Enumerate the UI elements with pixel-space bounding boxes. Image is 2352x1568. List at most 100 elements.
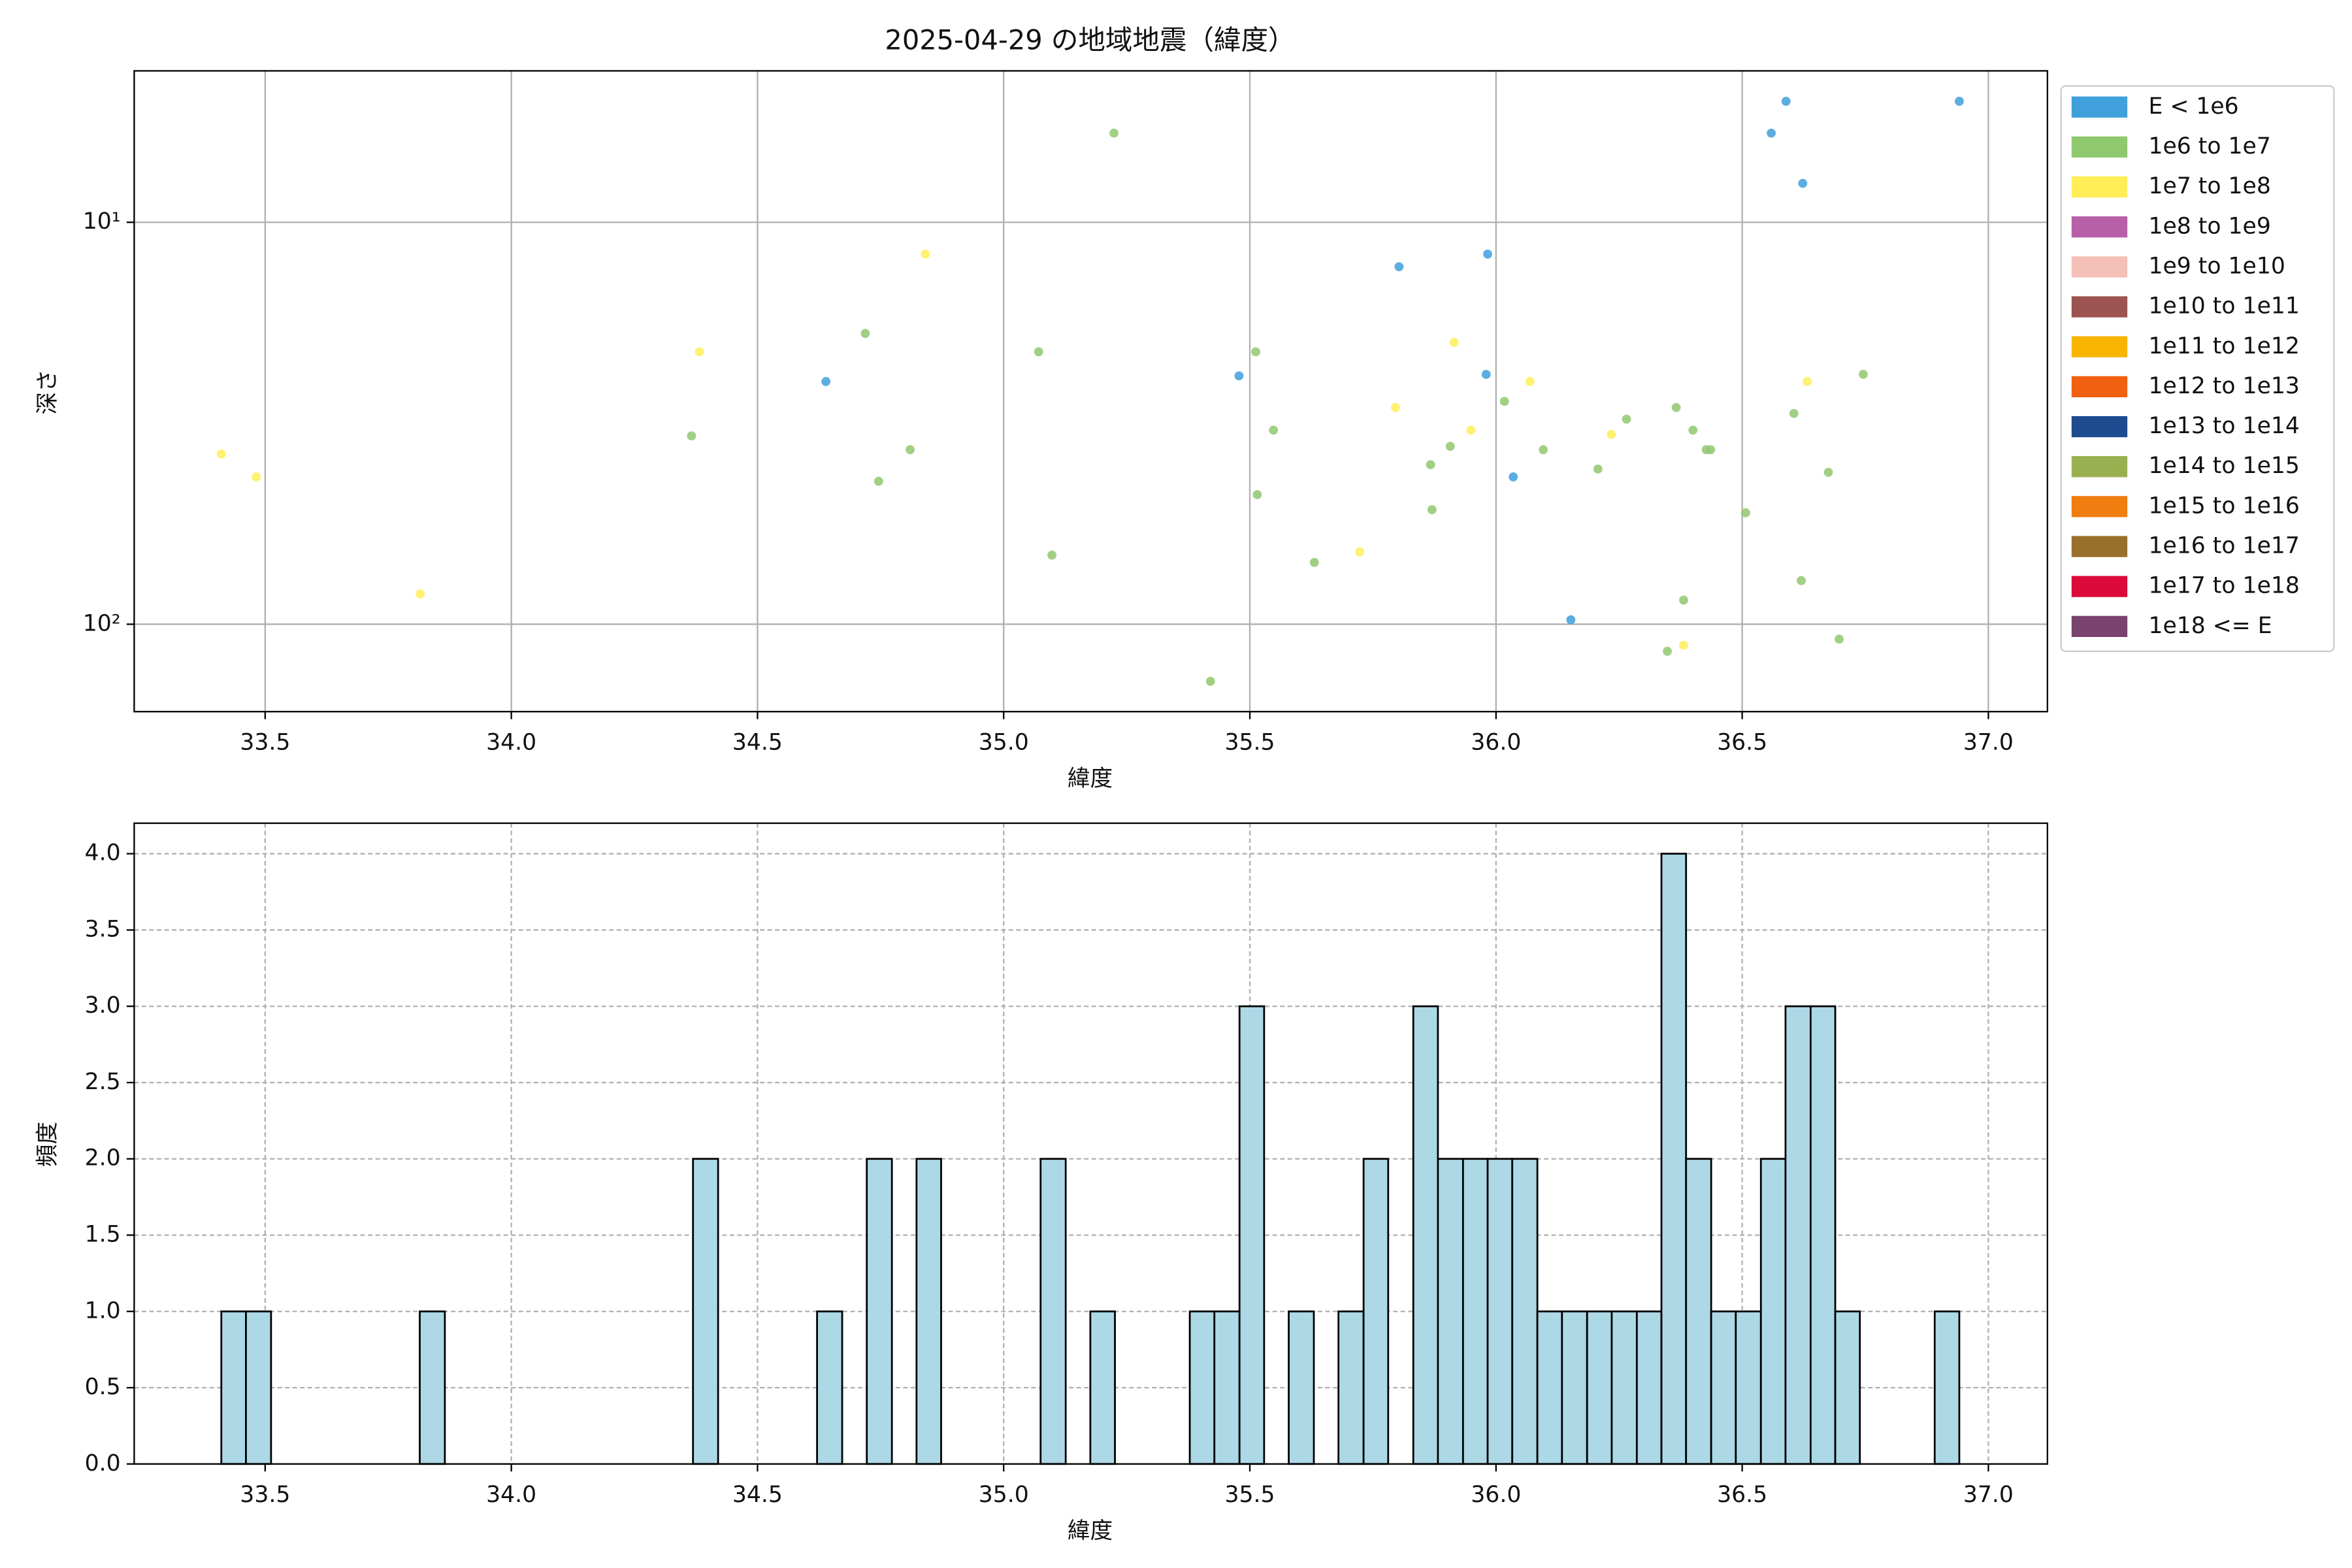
scatter-point (1679, 640, 1688, 650)
scatter-point (1679, 595, 1688, 605)
scatter-point (1955, 97, 1964, 106)
legend-label: 1e9 to 1e10 (2148, 253, 2285, 279)
y-tick-label: 10¹ (83, 208, 121, 235)
x-tick-label: 35.0 (979, 1482, 1029, 1508)
legend-swatch (2071, 256, 2128, 278)
scatter-point (874, 476, 883, 486)
scatter-point (1047, 550, 1057, 560)
x-tick-label: 33.5 (240, 730, 290, 756)
scatter-point (1355, 547, 1364, 557)
histogram-bar (1834, 1310, 1861, 1465)
scatter-point (1688, 425, 1698, 435)
legend-swatch (2071, 615, 2128, 637)
legend-swatch (2071, 376, 2128, 398)
histogram-bar (816, 1310, 843, 1465)
legend-swatch (2071, 176, 2128, 198)
scatter-point (1394, 262, 1404, 272)
legend-label: 1e6 to 1e7 (2148, 133, 2270, 159)
y-tick-label: 0.0 (85, 1450, 121, 1477)
scatter-point (1499, 397, 1509, 406)
legend-swatch (2071, 336, 2128, 357)
histogram-bar (692, 1158, 719, 1465)
histogram-bar (1288, 1310, 1315, 1465)
histogram-bar (1188, 1310, 1216, 1465)
y-tick-label: 10² (83, 610, 121, 636)
legend-label: 1e13 to 1e14 (2148, 413, 2299, 439)
scatter-point (1427, 505, 1437, 515)
scatter-point (1426, 460, 1435, 470)
histogram-bar (1437, 1158, 1464, 1465)
legend-label: 1e16 to 1e17 (2148, 533, 2299, 559)
scatter-point (1449, 338, 1459, 348)
scatter-point (1109, 128, 1119, 138)
x-tick-label: 37.0 (1963, 1482, 2014, 1508)
x-tick-label: 35.5 (1224, 730, 1275, 756)
scatter-point (1671, 402, 1681, 412)
legend-label: 1e14 to 1e15 (2148, 453, 2299, 479)
scatter-point (252, 472, 261, 482)
scatter-point (1251, 347, 1260, 357)
legend-label: 1e18 <= E (2148, 613, 2272, 639)
scatter-point (906, 445, 915, 455)
scatter-point (1607, 429, 1616, 439)
legend-swatch (2071, 96, 2128, 118)
plot-frame (133, 822, 2048, 1465)
scatter-point (1767, 128, 1776, 138)
y-axis-label: 深さ (35, 369, 61, 414)
histogram-bar (1759, 1158, 1787, 1465)
histogram-bar (866, 1158, 893, 1465)
x-tick-label: 34.0 (486, 730, 536, 756)
histogram-bar (1238, 1005, 1266, 1465)
legend-label: 1e7 to 1e8 (2148, 173, 2270, 199)
histogram-bar (220, 1310, 247, 1465)
legend-swatch (2071, 416, 2128, 438)
x-tick-label: 36.0 (1471, 1482, 1521, 1508)
legend-label: 1e12 to 1e13 (2148, 373, 2299, 399)
y-tick-label: 3.0 (85, 992, 121, 1019)
histogram-bar (1213, 1310, 1241, 1465)
scatter-point (1566, 615, 1576, 625)
x-axis-label: 緯度 (1068, 766, 1113, 792)
legend-box (2060, 85, 2335, 653)
x-tick-label: 36.5 (1717, 1482, 1767, 1508)
scatter-point (860, 329, 870, 338)
histogram-bar (1089, 1310, 1116, 1465)
legend-label: 1e17 to 1e18 (2148, 573, 2299, 599)
legend-swatch (2071, 496, 2128, 517)
y-tick-label: 2.0 (85, 1145, 121, 1171)
x-tick-label: 34.5 (732, 1482, 783, 1508)
x-tick-label: 36.0 (1471, 730, 1521, 756)
y-tick-label: 1.0 (85, 1298, 121, 1324)
x-axis-label: 緯度 (1068, 1518, 1113, 1544)
scatter-point (1740, 508, 1750, 517)
histogram-bar (1685, 1158, 1712, 1465)
scatter-point (1445, 442, 1455, 451)
scatter-point (1789, 408, 1799, 418)
chart-title: 2025-04-29 の地域地震（緯度） (885, 24, 1295, 56)
histogram-bar (1784, 1005, 1812, 1465)
y-axis-label: 頻度 (35, 1122, 61, 1167)
histogram-bar (1362, 1158, 1390, 1465)
histogram-bar (1462, 1158, 1489, 1465)
legend-label: E < 1e6 (2148, 93, 2238, 120)
scatter-point (1391, 402, 1401, 412)
histogram-bar (1735, 1310, 1762, 1465)
scatter-point (1309, 557, 1319, 567)
scatter-point (1797, 576, 1806, 585)
scatter-point (1663, 647, 1672, 656)
y-tick-label: 2.5 (85, 1069, 121, 1095)
scatter-point (1593, 464, 1603, 474)
legend-swatch (2071, 456, 2128, 478)
scatter-point (921, 250, 930, 259)
scatter-point (1234, 371, 1244, 381)
legend-label: 1e8 to 1e9 (2148, 213, 2270, 239)
histogram-bar (1586, 1310, 1613, 1465)
scatter-point (1859, 370, 1868, 379)
histogram-bar (1610, 1310, 1638, 1465)
legend-label: 1e15 to 1e16 (2148, 493, 2299, 519)
y-tick-label: 0.5 (85, 1374, 121, 1400)
scatter-point (1781, 97, 1791, 106)
scatter-point (687, 431, 696, 441)
histogram-bar (1809, 1005, 1837, 1465)
